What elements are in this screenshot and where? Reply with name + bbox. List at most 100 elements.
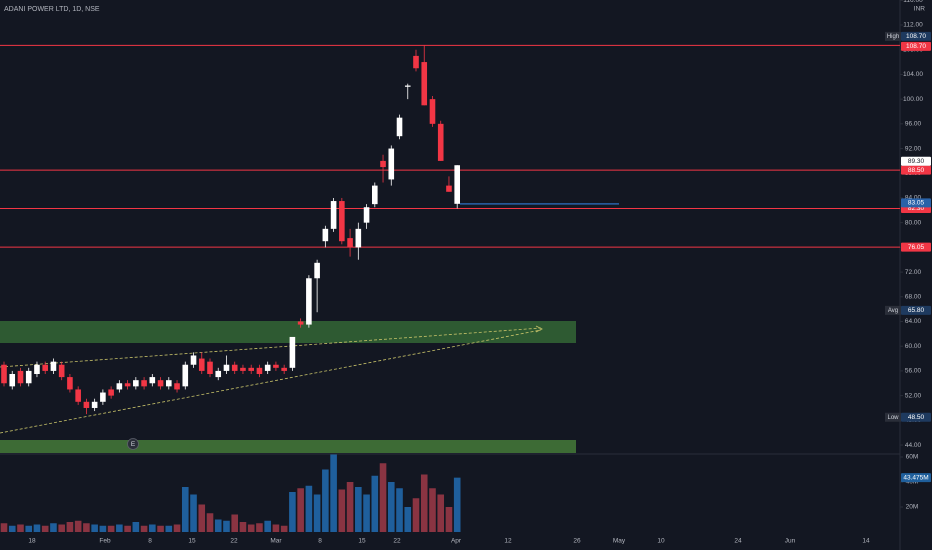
candle-body xyxy=(437,123,444,161)
candle-body xyxy=(413,55,419,69)
volume-bar xyxy=(149,524,156,532)
volume-bar xyxy=(58,524,65,532)
volume-bar xyxy=(313,494,321,532)
candle-body xyxy=(264,364,271,371)
stat-name: High xyxy=(887,34,899,40)
candle-body xyxy=(339,201,345,242)
volume-bar xyxy=(305,485,313,532)
volume-bar xyxy=(371,475,379,532)
volume-bar xyxy=(173,524,181,532)
candle-body xyxy=(363,207,370,223)
x-tick-label: 14 xyxy=(862,538,870,545)
volume-bar xyxy=(346,482,354,532)
volume-bar xyxy=(453,477,461,532)
volume-bar xyxy=(420,474,428,532)
candle-body xyxy=(9,374,16,387)
x-tick-label: 26 xyxy=(573,538,581,545)
y-tick-label: 112.00 xyxy=(903,22,923,29)
y-tick-label: 96.00 xyxy=(905,121,922,128)
price-tag-label: 82.30 xyxy=(908,205,925,212)
volume-bar xyxy=(437,494,445,532)
candle-body xyxy=(141,380,147,387)
volume-bar xyxy=(74,520,82,532)
candle-body xyxy=(388,148,395,180)
candle-body xyxy=(124,383,131,387)
candle-body xyxy=(83,401,90,408)
y-tick-label: 64.00 xyxy=(905,318,922,325)
candle-body xyxy=(25,370,32,384)
y-tick-label: 92.00 xyxy=(905,145,922,152)
price-tag-label: 89.30 xyxy=(908,158,925,165)
candle-body xyxy=(273,364,279,368)
volume-bar xyxy=(223,520,230,532)
volume-bar xyxy=(198,504,206,532)
stat-name-bg xyxy=(885,305,901,315)
x-tick-label: 8 xyxy=(318,538,322,545)
earnings-badge xyxy=(127,438,139,450)
volume-bar xyxy=(256,523,263,532)
y-tick-label: 68.00 xyxy=(905,294,922,301)
candle-body xyxy=(182,364,189,387)
volume-tag xyxy=(901,473,931,483)
candle-body xyxy=(281,367,287,371)
candle-body xyxy=(34,364,40,375)
volume-tick-label: 60M xyxy=(906,454,919,461)
candle-body xyxy=(322,228,329,242)
x-tick-label: Jun xyxy=(785,538,796,545)
price-tag-label: 65.80 xyxy=(908,307,925,314)
volume-bar xyxy=(157,525,164,532)
x-tick-label: Feb xyxy=(99,538,111,545)
x-tick-label: 24 xyxy=(734,538,742,545)
volume-bar xyxy=(99,525,107,532)
volume-bar xyxy=(83,523,90,532)
chart-title: ADANI POWER LTD, 1D, NSE xyxy=(4,6,100,13)
volume-bar xyxy=(17,524,24,532)
volume-bar xyxy=(429,488,436,532)
volume-bar xyxy=(264,520,271,532)
candle-body xyxy=(248,367,254,371)
price-tag xyxy=(901,412,931,422)
candle-body xyxy=(190,355,197,365)
x-tick-label: 22 xyxy=(230,538,238,545)
x-tick-label: 15 xyxy=(358,538,366,545)
volume-bar xyxy=(330,454,337,532)
volume-bar xyxy=(404,507,412,532)
x-tick-label: Apr xyxy=(451,538,462,545)
price-tag xyxy=(901,31,931,41)
price-tag xyxy=(901,156,931,166)
candle-body xyxy=(42,364,48,371)
volume-bar xyxy=(25,525,33,532)
candle-body xyxy=(240,367,246,371)
volume-bar xyxy=(379,463,387,532)
volume-bar xyxy=(116,524,123,532)
price-tag-label: 108.70 xyxy=(906,33,926,40)
volume-bar xyxy=(0,523,8,532)
price-tag xyxy=(901,41,931,51)
volume-bar xyxy=(33,524,41,532)
stat-name: Low xyxy=(887,415,899,421)
candle-body xyxy=(347,238,353,248)
candle-body xyxy=(404,85,411,87)
x-tick-label: 15 xyxy=(188,538,196,545)
volume-bar xyxy=(412,498,420,532)
volume-bar xyxy=(387,482,395,532)
candle-body xyxy=(198,358,205,371)
y-tick-label: 116.00 xyxy=(903,0,923,4)
candle-body xyxy=(306,278,312,325)
y-tick-label: 60.00 xyxy=(905,343,922,350)
y-tick-label: 44.00 xyxy=(905,442,922,449)
volume-bar xyxy=(355,487,362,532)
y-tick-label: 100.00 xyxy=(903,96,923,103)
volume-bar xyxy=(140,525,148,532)
candle-body xyxy=(297,321,304,325)
volume-bar xyxy=(50,523,57,532)
volume-tick-label: 20M xyxy=(906,504,919,511)
candle-body xyxy=(157,380,164,387)
volume-bar xyxy=(124,525,131,532)
volume-bar xyxy=(280,525,288,532)
candle-body xyxy=(50,361,57,371)
volume-bar xyxy=(66,522,74,532)
candle-body xyxy=(174,383,180,390)
volume-bar xyxy=(231,514,239,532)
